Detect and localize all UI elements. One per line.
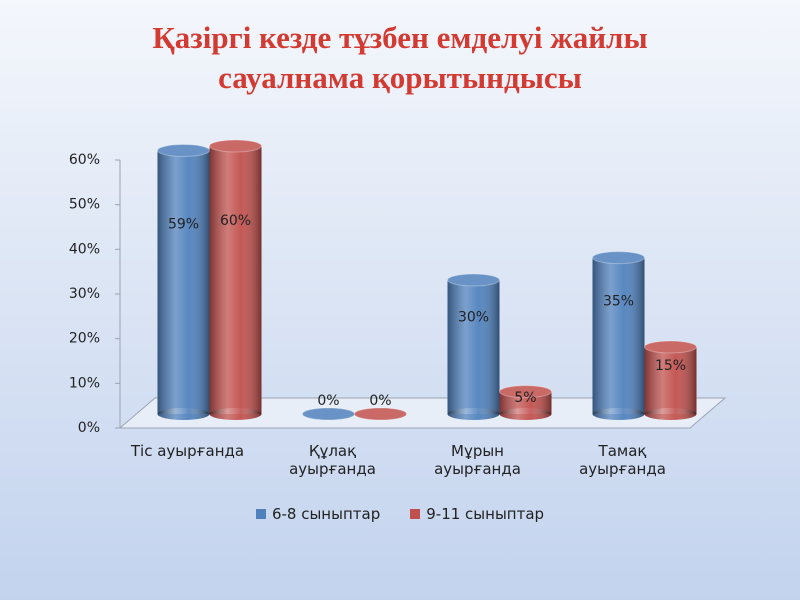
cylinder-top xyxy=(447,273,500,287)
value-label: 15% xyxy=(655,358,686,374)
legend: 6-8 сыныптар 9-11 сыныптар xyxy=(0,505,800,523)
y-tick-label: 60% xyxy=(69,152,100,168)
y-tick-label: 10% xyxy=(69,375,100,391)
legend-item: 9-11 сыныптар xyxy=(410,505,544,523)
cylinder-top xyxy=(499,385,552,399)
value-label: 35% xyxy=(603,293,634,309)
value-label: 0% xyxy=(369,393,391,409)
bar-shade xyxy=(644,347,697,414)
cylinder: 0% xyxy=(302,393,355,421)
cylinder-bottom-shade xyxy=(447,408,500,420)
cylinder: 59% xyxy=(157,143,210,420)
cylinder-bottom-shade xyxy=(157,408,210,420)
cylinder-top xyxy=(644,340,697,354)
value-label: 30% xyxy=(458,310,489,326)
bar-shade xyxy=(209,146,262,414)
cylinder-top-shade xyxy=(302,408,355,420)
value-label: 59% xyxy=(168,216,199,232)
bar-shade xyxy=(499,391,552,414)
chart-title: Қазіргі кезде тұзбен емделуі жайлы сауал… xyxy=(152,20,648,95)
x-tick-label: Тамақ ауырғанда xyxy=(579,442,666,478)
legend-swatch xyxy=(410,509,421,519)
cylinder-top-shade xyxy=(592,251,645,264)
cylinder-top-shade xyxy=(209,140,262,152)
x-tick-label: Тіс ауырғанда xyxy=(130,442,245,460)
cylinder-top-shade xyxy=(644,341,697,353)
cylinder-top xyxy=(209,139,262,153)
x-tick-label: Мұрын ауырғанда xyxy=(434,442,521,478)
cylinder: 15% xyxy=(644,340,697,420)
cylinder-top-shade xyxy=(157,144,210,157)
value-label: 5% xyxy=(514,390,536,406)
cylinder-top-shade xyxy=(354,408,407,420)
cylinder: 35% xyxy=(592,251,645,420)
cylinder-bottom-shade xyxy=(209,408,262,420)
legend-item: 6-8 сыныптар xyxy=(255,505,381,523)
value-label: 60% xyxy=(220,213,251,229)
cylinder-top xyxy=(592,251,645,265)
legend-label: 6-8 сыныптар xyxy=(271,505,381,523)
cylinder-top-shade xyxy=(447,274,500,286)
y-tick-label: 30% xyxy=(69,286,100,302)
bar-shade xyxy=(592,257,645,414)
y-tick-label: 0% xyxy=(78,420,100,436)
bar-shade xyxy=(157,150,210,414)
cylinder: 0% xyxy=(354,393,407,421)
y-tick-label: 50% xyxy=(69,197,100,213)
cylinder-bottom-shade xyxy=(592,408,645,420)
value-label: 0% xyxy=(317,393,339,409)
cylinder-top-shade xyxy=(499,385,552,398)
x-tick-label: Құлақ ауырғанда xyxy=(289,442,376,478)
cylinder: 30% xyxy=(447,273,500,420)
cylinder-bottom-shade xyxy=(499,408,552,420)
cylinder: 5% xyxy=(499,385,552,420)
cylinder: 60% xyxy=(209,139,262,420)
y-tick-label: 20% xyxy=(69,331,100,347)
legend-swatch xyxy=(255,509,266,519)
legend-label: 9-11 сыныптар xyxy=(426,505,545,523)
cylinder-bottom-shade xyxy=(644,408,697,420)
bar-shade xyxy=(447,280,500,414)
y-tick-label: 40% xyxy=(69,241,100,257)
floor xyxy=(118,397,727,429)
cylinder-top xyxy=(354,407,407,421)
